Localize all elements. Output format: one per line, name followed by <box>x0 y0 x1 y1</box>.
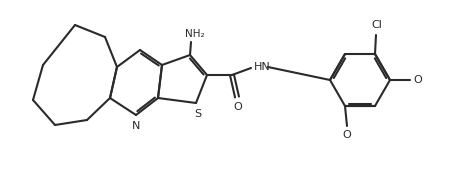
Text: O: O <box>413 75 422 85</box>
Text: O: O <box>234 102 243 112</box>
Text: O: O <box>343 130 351 140</box>
Text: N: N <box>132 121 140 131</box>
Text: HN: HN <box>254 62 271 72</box>
Text: S: S <box>194 109 202 119</box>
Text: Cl: Cl <box>371 20 382 30</box>
Text: NH₂: NH₂ <box>185 29 205 39</box>
